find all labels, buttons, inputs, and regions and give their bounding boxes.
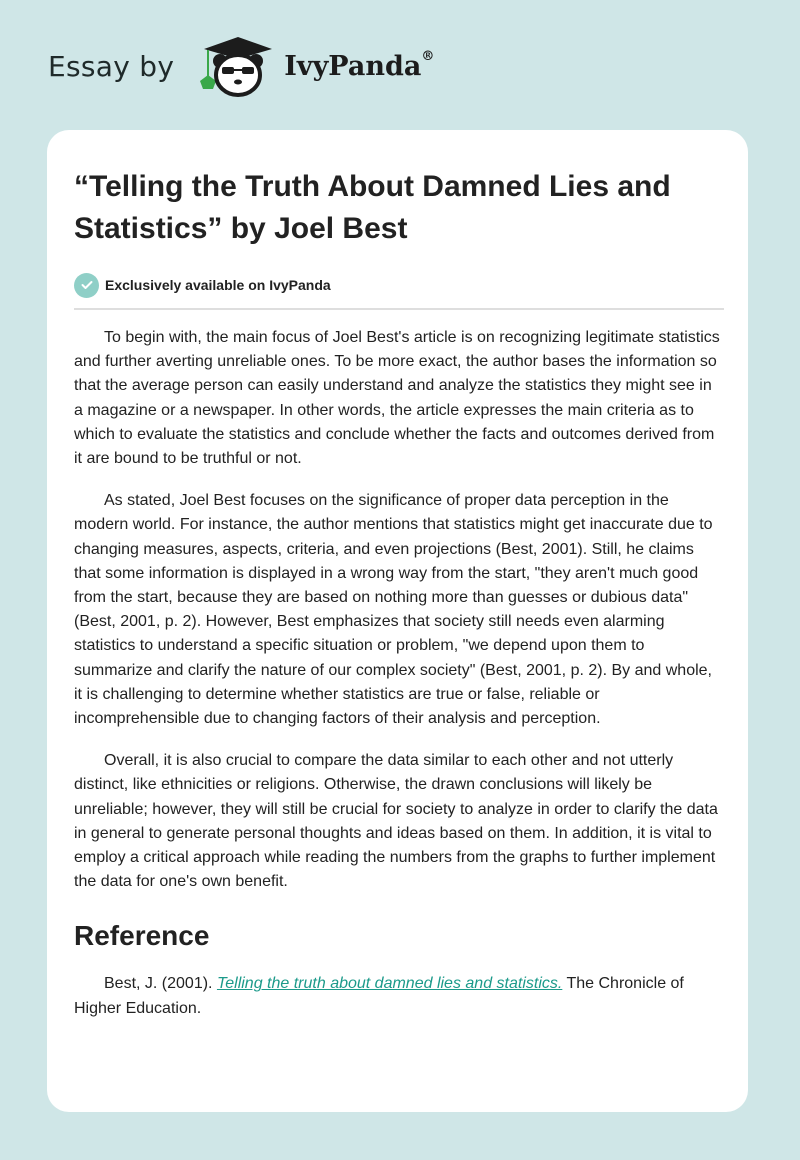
page-title: “Telling the Truth About Damned Lies and… [74,170,671,245]
reference-heading: Reference [74,920,210,952]
brand-logo-text: IvyPanda® [284,48,435,82]
panda-graduate-icon [200,37,273,97]
reference-link[interactable]: Telling the truth about damned lies and … [216,975,563,993]
badge-label: Exclusively available on IvyPanda [105,277,331,293]
check-circle-icon [74,272,99,298]
site-header: Essay by IvyPanda® [48,36,435,97]
essay-card: “Telling the Truth About Damned Lies and… [47,130,748,1112]
divider [74,308,724,310]
essay-by-label: Essay by [48,49,175,83]
paragraph: Overall, it is also crucial to compare t… [74,752,718,891]
exclusive-badge: Exclusively available on IvyPanda [74,272,724,298]
paragraph: As stated, Joel Best focuses on the sign… [74,492,713,728]
paragraph: To begin with, the main focus of Joel Be… [74,329,720,468]
reference-entry: Best, J. (2001). Telling the truth about… [74,975,684,1017]
